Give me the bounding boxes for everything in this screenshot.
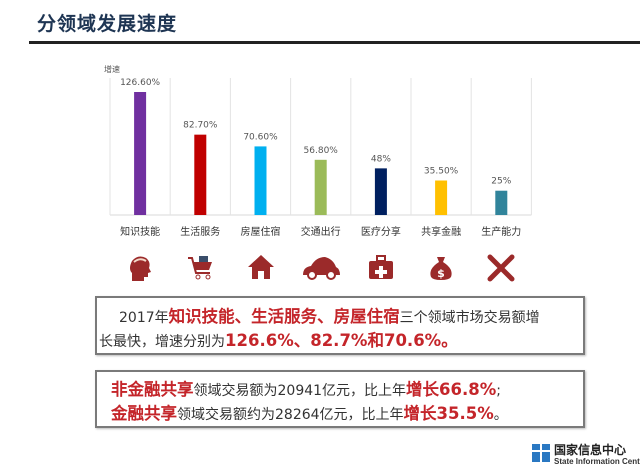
money-bag-icon: $: [430, 257, 452, 280]
category-label: 生产能力: [481, 225, 521, 238]
data-label: 82.70%: [183, 121, 218, 131]
bar: [374, 168, 387, 215]
category-label: 医疗分享: [361, 225, 401, 238]
data-label: 56.80%: [304, 146, 339, 156]
category-label: 交通出行: [301, 225, 341, 238]
svg-text:$: $: [437, 267, 445, 280]
y-axis-label: 增速: [104, 64, 120, 74]
icon-row: $: [130, 254, 515, 282]
title-divider: [29, 41, 640, 44]
medical-kit-icon: [369, 255, 393, 279]
head-brain-icon: [130, 256, 151, 281]
data-label: 70.60%: [243, 132, 278, 142]
data-label: 126.60%: [120, 78, 160, 88]
shopping-cart-icon: [188, 256, 212, 280]
box1-line1: 2017年知识技能、生活服务、房屋住宿三个领域市场交易额增: [119, 303, 540, 327]
car-icon: [303, 257, 340, 280]
slide-title: 分领域发展速度: [37, 13, 178, 35]
text: 领域交易额约为28264亿元，比上年: [177, 407, 404, 423]
text: ;: [496, 383, 502, 399]
data-label: 35.50%: [424, 167, 459, 177]
bar: [194, 134, 207, 215]
category-label: 共享金融: [421, 225, 461, 238]
bar: [495, 190, 508, 215]
box1-line2: 长最快，增速分别为126.6%、82.7%和70.6%。: [99, 327, 458, 351]
summary-box-2: 非金融共享领域交易额为20941亿元，比上年增长66.8%; 金融共享领域交易额…: [95, 370, 585, 428]
text: 。: [493, 407, 508, 423]
text: 长最快，增速分别为: [99, 334, 225, 350]
bar: [254, 146, 267, 215]
text: 领域交易额为20941亿元，比上年: [193, 383, 407, 399]
logo-cn: 国家信息中心: [554, 443, 627, 457]
text: 三个领域市场交易额增: [399, 310, 540, 326]
data-label: 25%: [491, 177, 511, 187]
box2-line2: 金融共享领域交易额约为28264亿元，比上年增长35.5%。: [111, 400, 508, 424]
house-icon: [248, 255, 274, 279]
highlight-text: 金融共享: [111, 404, 177, 423]
logo-en: State Information Center: [554, 457, 640, 466]
category-label: 知识技能: [120, 225, 160, 238]
bar: [134, 92, 147, 215]
highlight-text: 非金融共享: [111, 380, 194, 399]
bar: [435, 180, 448, 215]
highlight-text: 知识技能、生活服务、房屋住宿: [168, 307, 400, 326]
category-label: 房屋住宿: [241, 225, 281, 238]
highlight-text: 增长35.5%: [403, 404, 494, 423]
highlight-text: 126.6%、82.7%和70.6%。: [225, 331, 458, 350]
text: 2017年: [119, 310, 169, 326]
tools-icon: [487, 254, 515, 282]
box2-line1: 非金融共享领域交易额为20941亿元，比上年增长66.8%;: [111, 376, 501, 400]
logo-mark-icon: [532, 444, 550, 462]
summary-box-1: 2017年知识技能、生活服务、房屋住宿三个领域市场交易额增 长最快，增速分别为1…: [95, 296, 585, 355]
data-label: 48%: [371, 154, 391, 164]
bar: [314, 159, 327, 215]
highlight-text: 增长66.8%: [406, 380, 497, 399]
category-label: 生活服务: [180, 225, 220, 238]
